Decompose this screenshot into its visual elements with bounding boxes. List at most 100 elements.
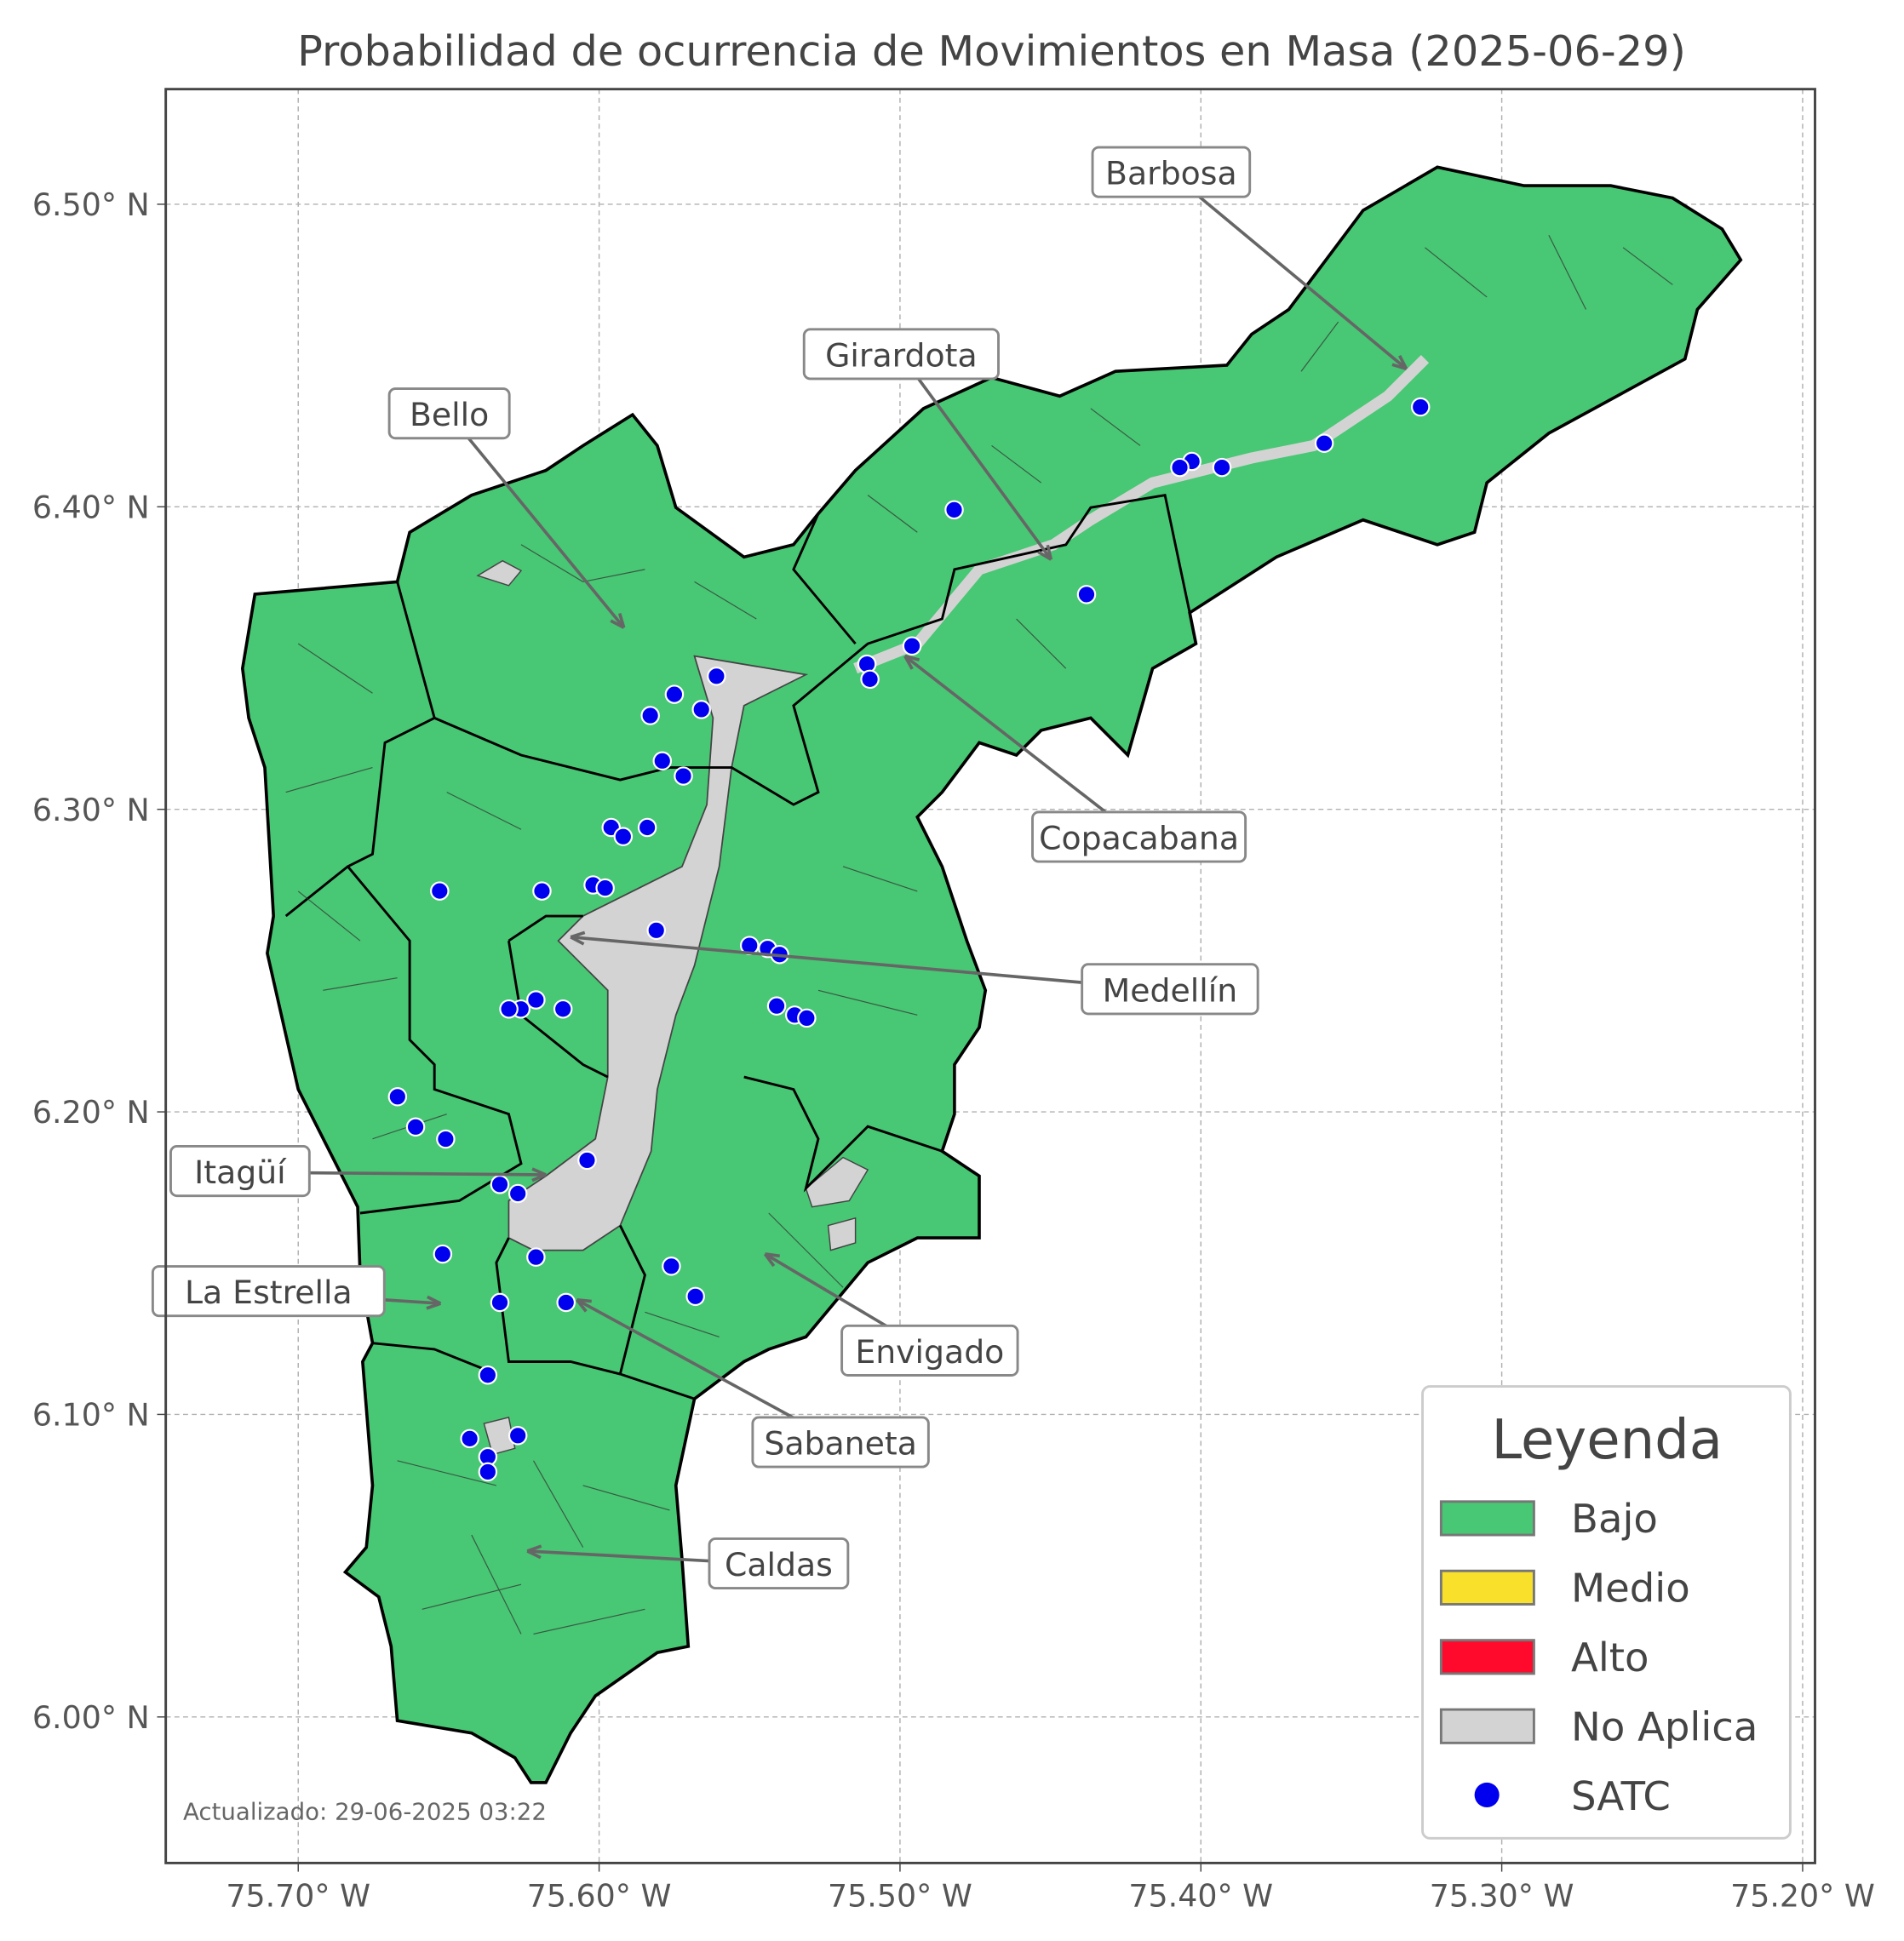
annotation-arrow (903, 655, 1140, 839)
satc-station-marker[interactable] (674, 766, 693, 786)
label-barbosa: Barbosa (1091, 146, 1408, 371)
legend-swatch (1439, 1639, 1535, 1675)
legend-label: Bajo (1571, 1496, 1658, 1542)
municipal-boundaries (284, 493, 1191, 1400)
satc-station-marker[interactable] (664, 684, 685, 704)
label-la-estrella: La Estrella (151, 1265, 442, 1318)
satc-station-marker[interactable] (499, 999, 519, 1019)
arrow-head-icon (763, 1252, 780, 1268)
satc-station-marker[interactable] (405, 1117, 426, 1137)
arrow-head-icon (526, 1544, 542, 1560)
label-caldas: Caldas (526, 1537, 850, 1590)
legend-label: Alto (1571, 1635, 1649, 1680)
arrow-head-icon (575, 1297, 592, 1313)
axis-ticks: 75.70° W 75.60° W 75.50° W 75.40° W 75.30° W… (32, 186, 1875, 1914)
satc-station-marker[interactable] (637, 817, 657, 838)
satc-station-marker[interactable] (646, 920, 666, 941)
municipality-name: Itagüí (194, 1154, 287, 1191)
satc-station-marker[interactable] (460, 1429, 479, 1449)
municipality-name: Girardota (825, 336, 977, 374)
satc-station-marker[interactable] (613, 827, 634, 846)
region-no-aplica-urban (508, 655, 809, 1251)
x-tick-label: 75.30° W (1430, 1877, 1574, 1914)
label-box (151, 1265, 386, 1318)
arrow-head-icon (903, 654, 920, 670)
satc-station-marker[interactable] (490, 1292, 510, 1313)
satc-stations (387, 397, 1431, 1482)
satc-station-marker[interactable] (577, 1150, 597, 1171)
satc-station-marker[interactable] (553, 999, 573, 1019)
satc-station-marker[interactable] (433, 1244, 453, 1264)
satc-station-marker[interactable] (691, 700, 711, 719)
satc-station-marker[interactable] (478, 1462, 498, 1482)
legend-item-medio: Medio (1439, 1566, 1690, 1612)
satc-station-marker[interactable] (508, 1426, 528, 1446)
region-bajo-area (240, 165, 1743, 1784)
label-box (169, 1145, 311, 1198)
satc-station-marker[interactable] (1212, 457, 1232, 478)
arrow-head-icon (1037, 544, 1053, 561)
satc-station-marker[interactable] (1076, 585, 1097, 604)
annotation-arrow (448, 413, 626, 629)
satc-station-marker[interactable] (860, 669, 880, 690)
satc-station-marker[interactable] (526, 990, 546, 1010)
satc-station-marker[interactable] (766, 996, 787, 1016)
satc-station-marker[interactable] (1170, 457, 1190, 478)
subdivision-lines (285, 235, 1673, 1635)
x-tick-label: 75.20° W (1730, 1877, 1875, 1914)
municipality-name: Medellín (1103, 971, 1238, 1009)
satc-station-marker[interactable] (1410, 397, 1431, 417)
municipality-name: Bello (410, 396, 489, 433)
satc-station-marker[interactable] (640, 706, 660, 725)
satc-station-marker[interactable] (478, 1365, 498, 1385)
legend-swatch (1439, 1500, 1535, 1537)
x-tick-label: 75.60° W (527, 1877, 672, 1914)
region-map (240, 165, 1743, 1784)
municipality-labels: Barbosa Girardota Bello Copacabana Medellín I… (151, 146, 1408, 1590)
label-girardota: Girardota (802, 328, 1053, 561)
label-box (1081, 963, 1259, 1016)
label-bello: Bello (387, 387, 626, 629)
municipality-name: La Estrella (185, 1274, 353, 1311)
legend-item-satc: SATC (1474, 1773, 1671, 1819)
legend-swatch (1439, 1569, 1535, 1606)
annotation-arrow (1170, 172, 1408, 370)
municipality-name: Barbosa (1105, 155, 1237, 192)
y-tick-label: 6.00° N (32, 1699, 150, 1736)
satc-station-marker[interactable] (902, 636, 922, 656)
satc-station-marker[interactable] (430, 881, 450, 901)
label-box (387, 387, 511, 440)
label-itagüí: Itagüí (169, 1145, 547, 1198)
satc-station-marker[interactable] (436, 1129, 456, 1149)
label-box (1031, 810, 1247, 863)
map-title: Probabilidad de ocurrencia de Movimiento… (297, 26, 1686, 76)
label-box (751, 1416, 930, 1469)
legend-dot-icon (1474, 1782, 1500, 1807)
satc-station-marker[interactable] (526, 1247, 546, 1267)
satc-station-marker[interactable] (652, 751, 673, 771)
y-tick-label: 6.20° N (32, 1094, 150, 1131)
satc-station-marker[interactable] (1314, 433, 1334, 453)
y-tick-label: 6.10° N (32, 1397, 150, 1434)
region-no-aplica-patches (476, 559, 869, 1456)
satc-station-marker[interactable] (797, 1008, 817, 1028)
satc-station-marker[interactable] (595, 878, 615, 898)
satc-station-marker[interactable] (662, 1257, 681, 1276)
y-tick-label: 6.40° N (32, 489, 150, 525)
satc-station-marker[interactable] (387, 1087, 408, 1107)
satc-station-marker[interactable] (508, 1183, 528, 1204)
satc-station-marker[interactable] (707, 667, 726, 686)
arrow-head-icon (426, 1295, 442, 1310)
satc-station-marker[interactable] (532, 881, 552, 901)
legend-item-bajo: Bajo (1439, 1496, 1658, 1542)
legend-label: No Aplica (1571, 1703, 1758, 1749)
legend-label: Medio (1571, 1566, 1690, 1612)
satc-station-marker[interactable] (556, 1292, 576, 1313)
satc-station-marker[interactable] (944, 500, 964, 520)
arrow-head-icon (531, 1167, 547, 1182)
arrow-head-icon (570, 930, 586, 946)
label-box (840, 1324, 1019, 1377)
satc-station-marker[interactable] (685, 1286, 705, 1307)
satc-station-marker[interactable] (490, 1175, 510, 1194)
